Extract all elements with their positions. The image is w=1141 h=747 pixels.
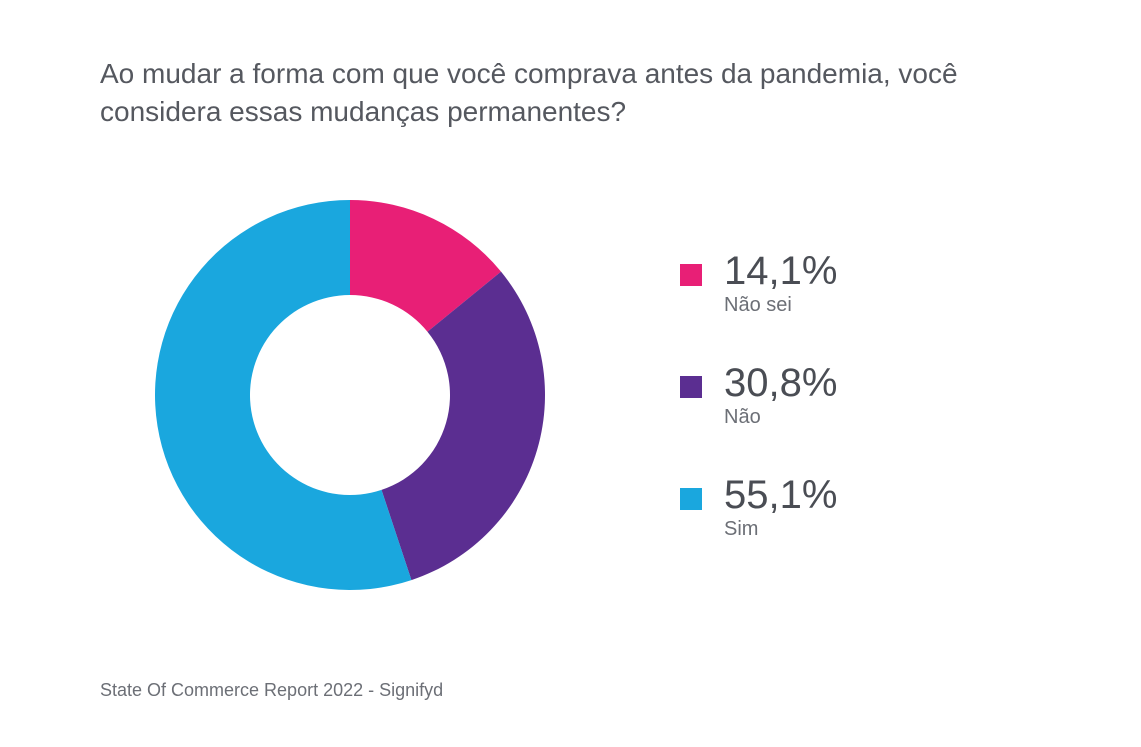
legend-label-nao: Não: [724, 406, 837, 429]
legend-label-sim: Sim: [724, 518, 837, 541]
donut-slice-nao: [381, 272, 545, 580]
legend-item-nao: 30,8% Não: [680, 362, 837, 429]
donut-svg: [150, 195, 550, 595]
donut-chart: [150, 195, 550, 595]
legend-item-sim: 55,1% Sim: [680, 474, 837, 541]
legend-text-nao: 30,8% Não: [724, 362, 837, 429]
legend: 14,1% Não sei 30,8% Não 55,1% Sim: [680, 250, 837, 586]
legend-value-nao: 30,8%: [724, 362, 837, 404]
legend-text-sim: 55,1% Sim: [724, 474, 837, 541]
legend-value-sim: 55,1%: [724, 474, 837, 516]
chart-canvas: Ao mudar a forma com que você comprava a…: [0, 0, 1141, 747]
legend-label-nao-sei: Não sei: [724, 294, 837, 317]
swatch-sim: [680, 488, 702, 510]
legend-text-nao-sei: 14,1% Não sei: [724, 250, 837, 317]
legend-value-nao-sei: 14,1%: [724, 250, 837, 292]
swatch-nao-sei: [680, 264, 702, 286]
chart-title: Ao mudar a forma com que você comprava a…: [100, 55, 960, 131]
swatch-nao: [680, 376, 702, 398]
source-text: State Of Commerce Report 2022 - Signifyd: [100, 680, 443, 701]
legend-item-nao-sei: 14,1% Não sei: [680, 250, 837, 317]
